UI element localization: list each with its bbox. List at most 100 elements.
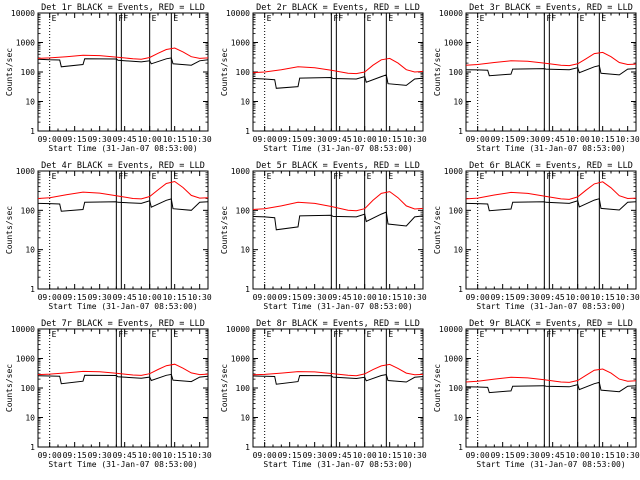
marker-label: F xyxy=(123,14,128,23)
series-events xyxy=(37,198,209,212)
y-tick-label: 10 xyxy=(453,414,463,423)
series-events xyxy=(252,74,424,89)
x-tick-label: 09:15 xyxy=(63,293,87,302)
y-tick-label: 100 xyxy=(449,384,464,393)
y-tick-label: 1000 xyxy=(231,39,250,48)
y-tick-label: 1 xyxy=(245,127,250,136)
x-tick-label: 10:00 xyxy=(353,293,377,302)
marker-label: E xyxy=(388,14,393,23)
marker-label: E xyxy=(601,330,606,339)
plot-frame xyxy=(252,12,424,132)
panel-det-9: Det 9r BLACK = Events, RED = LLD 1 10 100 10… xyxy=(433,319,640,469)
x-axis-label: Start Time (31-Jan-07 08:53:00) xyxy=(476,144,625,153)
y-tick-label: 1000 xyxy=(444,39,463,48)
series-lld xyxy=(37,47,209,60)
x-tick-label: 09:00 xyxy=(253,135,277,144)
marker-label: E xyxy=(601,14,606,23)
y-tick-label: 100 xyxy=(236,68,251,77)
marker-label: E xyxy=(388,172,393,181)
x-tick-label: 09:15 xyxy=(491,135,515,144)
panel-title: Det 7r BLACK = Events, RED = LLD xyxy=(41,319,205,329)
x-tick-label: 10:00 xyxy=(353,135,377,144)
x-tick-label: 09:15 xyxy=(491,451,515,460)
plot-frame xyxy=(465,170,637,290)
x-axis-label: Start Time (31-Jan-07 08:53:00) xyxy=(476,460,625,469)
x-tick-label: 10:30 xyxy=(188,451,212,460)
x-tick-label: 09:45 xyxy=(328,451,352,460)
marker-label: F xyxy=(551,330,556,339)
marker-label: E xyxy=(480,172,485,181)
marker-label: E xyxy=(367,330,372,339)
y-tick-label: 1000 xyxy=(444,355,463,364)
x-axis-label: Start Time (31-Jan-07 08:53:00) xyxy=(48,302,197,311)
y-tick-label: 1 xyxy=(30,443,35,452)
marker-label: E xyxy=(267,172,272,181)
panel-det-8: Det 8r BLACK = Events, RED = LLD 1 10 100 10… xyxy=(220,319,427,469)
y-tick-label: 1000 xyxy=(16,355,35,364)
y-axis-label: Counts/sec xyxy=(5,364,14,412)
x-tick-label: 10:15 xyxy=(591,451,615,460)
x-tick-label: 10:00 xyxy=(353,451,377,460)
y-axis-label: Counts/sec xyxy=(433,364,442,412)
marker-label: F xyxy=(123,172,128,181)
y-tick-label: 10000 xyxy=(11,9,35,18)
marker-label: E xyxy=(601,172,606,181)
marker-label: E xyxy=(173,330,178,339)
x-tick-label: 09:30 xyxy=(303,135,327,144)
panel-title: Det 9r BLACK = Events, RED = LLD xyxy=(469,319,633,329)
x-tick-label: 09:30 xyxy=(88,451,112,460)
panel-title: Det 3r BLACK = Events, RED = LLD xyxy=(469,3,633,13)
x-tick-label: 09:15 xyxy=(278,451,302,460)
x-tick-label: 10:15 xyxy=(591,293,615,302)
x-axis-label: Start Time (31-Jan-07 08:53:00) xyxy=(263,144,412,153)
series-events xyxy=(465,198,637,212)
marker-label: E xyxy=(152,330,157,339)
series-events xyxy=(37,373,209,385)
panel-det-4: Det 4r BLACK = Events, RED = LLD 1 10 100 10… xyxy=(5,161,212,311)
y-axis-label: Counts/sec xyxy=(433,48,442,96)
x-tick-label: 10:30 xyxy=(403,135,427,144)
panel-det-3: Det 3r BLACK = Events, RED = LLD 1 10 100 10… xyxy=(433,3,640,153)
marker-label: E xyxy=(52,330,57,339)
plot-frame xyxy=(37,12,209,132)
x-tick-label: 09:00 xyxy=(38,451,62,460)
x-tick-label: 09:45 xyxy=(113,293,137,302)
marker-label: E xyxy=(267,14,272,23)
panel-title: Det 1r BLACK = Events, RED = LLD xyxy=(41,3,205,13)
y-tick-label: 1 xyxy=(30,285,35,294)
x-tick-label: 09:45 xyxy=(541,451,565,460)
x-tick-label: 10:00 xyxy=(138,451,162,460)
x-tick-label: 10:30 xyxy=(188,293,212,302)
plot-frame xyxy=(252,328,424,448)
x-tick-label: 09:00 xyxy=(466,293,490,302)
x-tick-label: 09:15 xyxy=(278,293,302,302)
y-tick-label: 10 xyxy=(25,246,35,255)
x-axis-label: Start Time (31-Jan-07 08:53:00) xyxy=(476,302,625,311)
marker-label: F xyxy=(338,172,343,181)
marker-label: F xyxy=(123,330,128,339)
marker-label: F xyxy=(338,330,343,339)
x-tick-label: 09:00 xyxy=(253,451,277,460)
y-tick-label: 1000 xyxy=(16,39,35,48)
x-tick-label: 09:30 xyxy=(88,293,112,302)
series-events xyxy=(37,57,209,68)
y-tick-label: 100 xyxy=(21,206,36,215)
y-tick-label: 100 xyxy=(21,384,36,393)
marker-label: E xyxy=(152,172,157,181)
x-tick-label: 10:30 xyxy=(616,451,640,460)
x-tick-label: 09:00 xyxy=(38,293,62,302)
panel-title: Det 4r BLACK = Events, RED = LLD xyxy=(41,161,205,171)
x-tick-label: 09:15 xyxy=(63,135,87,144)
series-events xyxy=(252,211,424,231)
plot-frame xyxy=(465,12,637,132)
y-axis-label: Counts/sec xyxy=(220,364,229,412)
panel-title: Det 2r BLACK = Events, RED = LLD xyxy=(256,3,420,13)
marker-label: E xyxy=(480,14,485,23)
y-tick-label: 10 xyxy=(240,414,250,423)
marker-label: E xyxy=(367,172,372,181)
marker-label: E xyxy=(173,172,178,181)
y-tick-label: 10000 xyxy=(226,325,250,334)
x-tick-label: 10:15 xyxy=(163,135,187,144)
series-lld xyxy=(252,363,424,377)
x-tick-label: 09:15 xyxy=(491,293,515,302)
